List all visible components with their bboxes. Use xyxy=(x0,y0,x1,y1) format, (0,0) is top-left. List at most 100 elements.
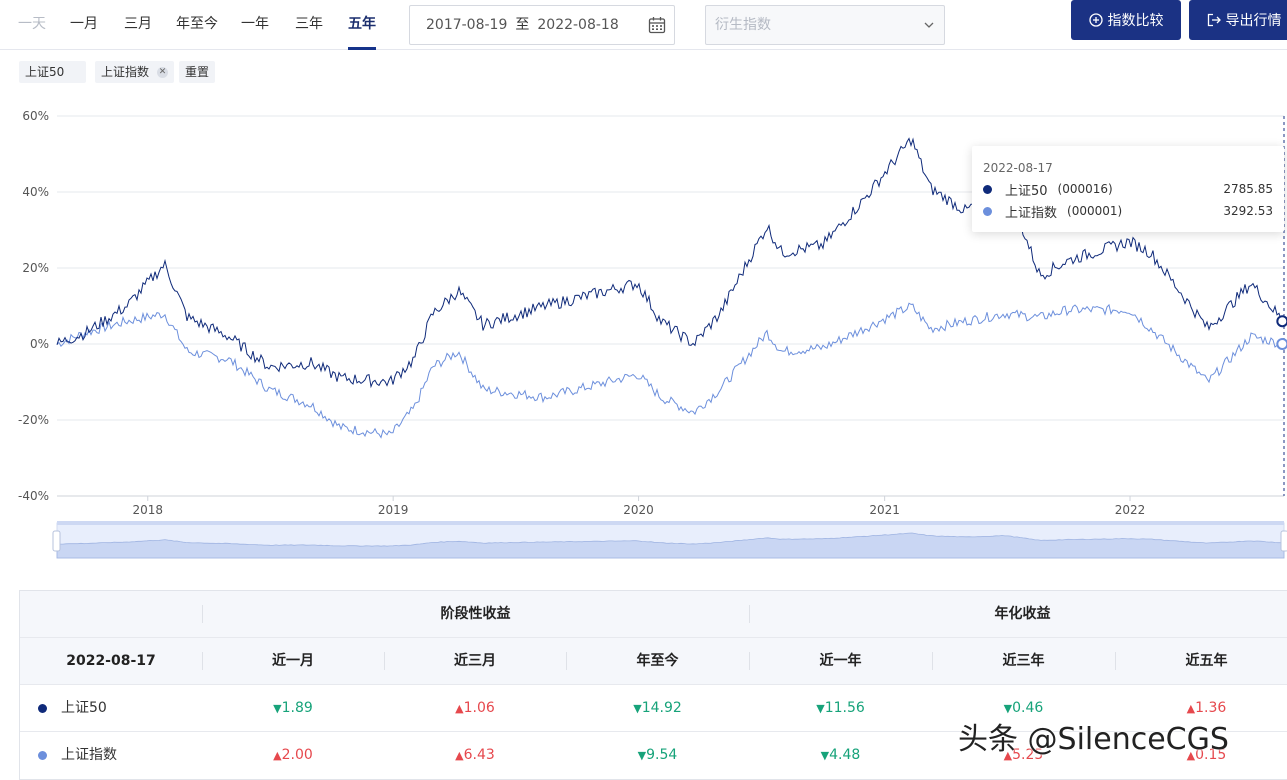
chevron-down-icon xyxy=(924,22,934,28)
return-value: 1.89 xyxy=(281,700,313,716)
x-tick-label: 2020 xyxy=(623,503,654,517)
x-tick-label: 2019 xyxy=(378,503,409,517)
arrow-down-icon: ▼ xyxy=(273,702,282,715)
col-header: 近三月 xyxy=(454,653,496,669)
tag-sse50[interactable]: 上证50 xyxy=(19,61,86,83)
divider xyxy=(202,652,203,670)
arrow-down-icon: ▼ xyxy=(1003,702,1013,715)
arrow-up-icon: ▲ xyxy=(1003,749,1013,762)
col-header: 近三年 xyxy=(1002,653,1045,669)
row-index-name: 上证指数 xyxy=(38,732,117,779)
col-header: 近五年 xyxy=(1185,653,1228,669)
arrow-down-icon: ▼ xyxy=(637,749,647,762)
tab-one-year[interactable]: 一年 xyxy=(241,16,269,32)
return-cell: ▲5.25 xyxy=(932,732,1115,779)
tab-one-month[interactable]: 一月 xyxy=(70,16,98,32)
index-name: 上证50 xyxy=(61,700,107,716)
date-range-picker[interactable]: 2017-08-19 至 2022-08-18 xyxy=(409,5,675,45)
export-label: 导出行情 xyxy=(1225,13,1282,29)
y-tick-label: 0% xyxy=(30,337,49,351)
compare-label: 指数比较 xyxy=(1107,13,1164,29)
zoom-handle-right[interactable] xyxy=(1280,530,1287,552)
tooltip-date: 2022-08-17 xyxy=(983,161,1053,175)
row-index-name: 上证50 xyxy=(38,685,107,732)
y-tick-label: 20% xyxy=(22,261,49,275)
selected-index-tags: 上证50 上证指数 ✕ 重置 xyxy=(19,61,216,83)
series-line-sse-composite xyxy=(56,302,1284,439)
divider xyxy=(566,652,567,670)
tooltip-series-value: 2785.85 xyxy=(1223,182,1273,196)
return-cell: ▲2.00 xyxy=(202,732,384,779)
table-row: 上证50 ▼1.89 ▲1.06 ▼14.92 ▼11.56 ▼0.46 ▲1.36 xyxy=(20,685,1287,732)
return-value: 1.06 xyxy=(463,700,495,716)
return-cell: ▼4.48 xyxy=(749,732,932,779)
arrow-down-icon: ▼ xyxy=(816,702,825,715)
reset-button[interactable]: 重置 xyxy=(179,61,216,83)
arrow-down-icon: ▼ xyxy=(633,702,642,715)
arrow-down-icon: ▼ xyxy=(820,749,830,762)
series-marker-icon xyxy=(38,704,47,713)
return-cell: ▼0.46 xyxy=(932,685,1115,732)
tag-sse-composite[interactable]: 上证指数 ✕ xyxy=(95,61,175,83)
tab-five-year[interactable]: 五年 xyxy=(348,0,376,50)
arrow-up-icon: ▲ xyxy=(1186,702,1196,715)
toolbar: 一天 一月 三月 年至今 一年 三年 五年 2017-08-19 至 2022-08… xyxy=(0,0,1287,50)
close-icon[interactable]: ✕ xyxy=(157,66,169,78)
return-cell: ▼11.56 xyxy=(749,685,932,732)
watermark: 头条 @SilenceCGS xyxy=(958,722,1229,757)
return-value: 14.92 xyxy=(641,700,682,716)
return-cell: ▼9.54 xyxy=(566,732,749,779)
arrow-up-icon: ▲ xyxy=(1186,749,1196,762)
tab-one-day[interactable]: 一天 xyxy=(18,16,46,32)
tab-three-month[interactable]: 三月 xyxy=(124,16,152,32)
tooltip-series-name: 上证指数 xyxy=(1005,205,1058,221)
return-value: 4.48 xyxy=(829,747,861,763)
col-header: 近一月 xyxy=(272,653,314,669)
return-cell: ▼1.89 xyxy=(202,685,384,732)
zoom-slider-bar xyxy=(57,521,1284,525)
group-header-period: 阶段性收益 xyxy=(440,606,511,622)
return-value: 0.46 xyxy=(1012,700,1044,716)
tab-ytd[interactable]: 年至今 xyxy=(176,16,218,32)
return-value: 0.15 xyxy=(1195,747,1227,763)
x-tick-label: 2022 xyxy=(1115,503,1146,517)
tooltip-series-code: (000016) xyxy=(1057,182,1113,196)
chart-tooltip: 2022-08-17 上证50 (000016) 2785.85 上证指数 (0… xyxy=(972,146,1284,232)
return-cell: ▲0.15 xyxy=(1115,732,1287,779)
end-date: 2022-08-18 xyxy=(537,17,619,33)
series-marker-icon xyxy=(983,206,992,216)
group-header-annual: 年化收益 xyxy=(994,606,1051,622)
return-value: 5.25 xyxy=(1012,747,1044,763)
reset-label: 重置 xyxy=(185,65,210,79)
tag-label: 上证指数 xyxy=(101,65,150,79)
derivative-placeholder: 衍生指数 xyxy=(715,17,771,33)
start-date: 2017-08-19 xyxy=(426,17,508,33)
calendar-icon[interactable] xyxy=(648,16,666,34)
return-value: 11.56 xyxy=(824,700,865,716)
derivative-index-select[interactable]: 衍生指数 xyxy=(705,5,945,45)
zoom-handle-left[interactable] xyxy=(52,530,61,552)
return-cell: ▼14.92 xyxy=(566,685,749,732)
y-tick-label: -40% xyxy=(18,489,49,503)
return-cell: ▲1.36 xyxy=(1115,685,1287,732)
table-row: 上证指数 ▲2.00 ▲6.43 ▼9.54 ▼4.48 ▲5.25 ▲0.15 xyxy=(20,732,1287,779)
point-marker xyxy=(1276,338,1287,350)
x-tick-label: 2021 xyxy=(869,503,900,517)
returns-table: 阶段性收益 年化收益 2022-08-17 近一月 近三月 年至今 近一年 近三… xyxy=(19,590,1287,780)
col-header: 近一年 xyxy=(819,653,862,669)
y-tick-label: 60% xyxy=(22,109,49,123)
point-marker xyxy=(1276,315,1287,328)
return-cell: ▲6.43 xyxy=(384,732,566,779)
zoom-slider-preview xyxy=(56,532,1285,559)
compare-index-button[interactable]: 指数比较 xyxy=(1071,0,1181,40)
x-tick-label: 2018 xyxy=(132,503,163,517)
return-value: 6.43 xyxy=(463,747,495,763)
tag-label: 上证50 xyxy=(25,65,65,79)
export-icon xyxy=(1207,13,1221,27)
arrow-up-icon: ▲ xyxy=(455,702,464,715)
tab-three-year[interactable]: 三年 xyxy=(295,16,323,32)
export-button[interactable]: 导出行情 xyxy=(1189,0,1287,40)
divider xyxy=(749,652,750,670)
y-tick-label: -20% xyxy=(18,413,49,427)
divider xyxy=(749,605,750,623)
